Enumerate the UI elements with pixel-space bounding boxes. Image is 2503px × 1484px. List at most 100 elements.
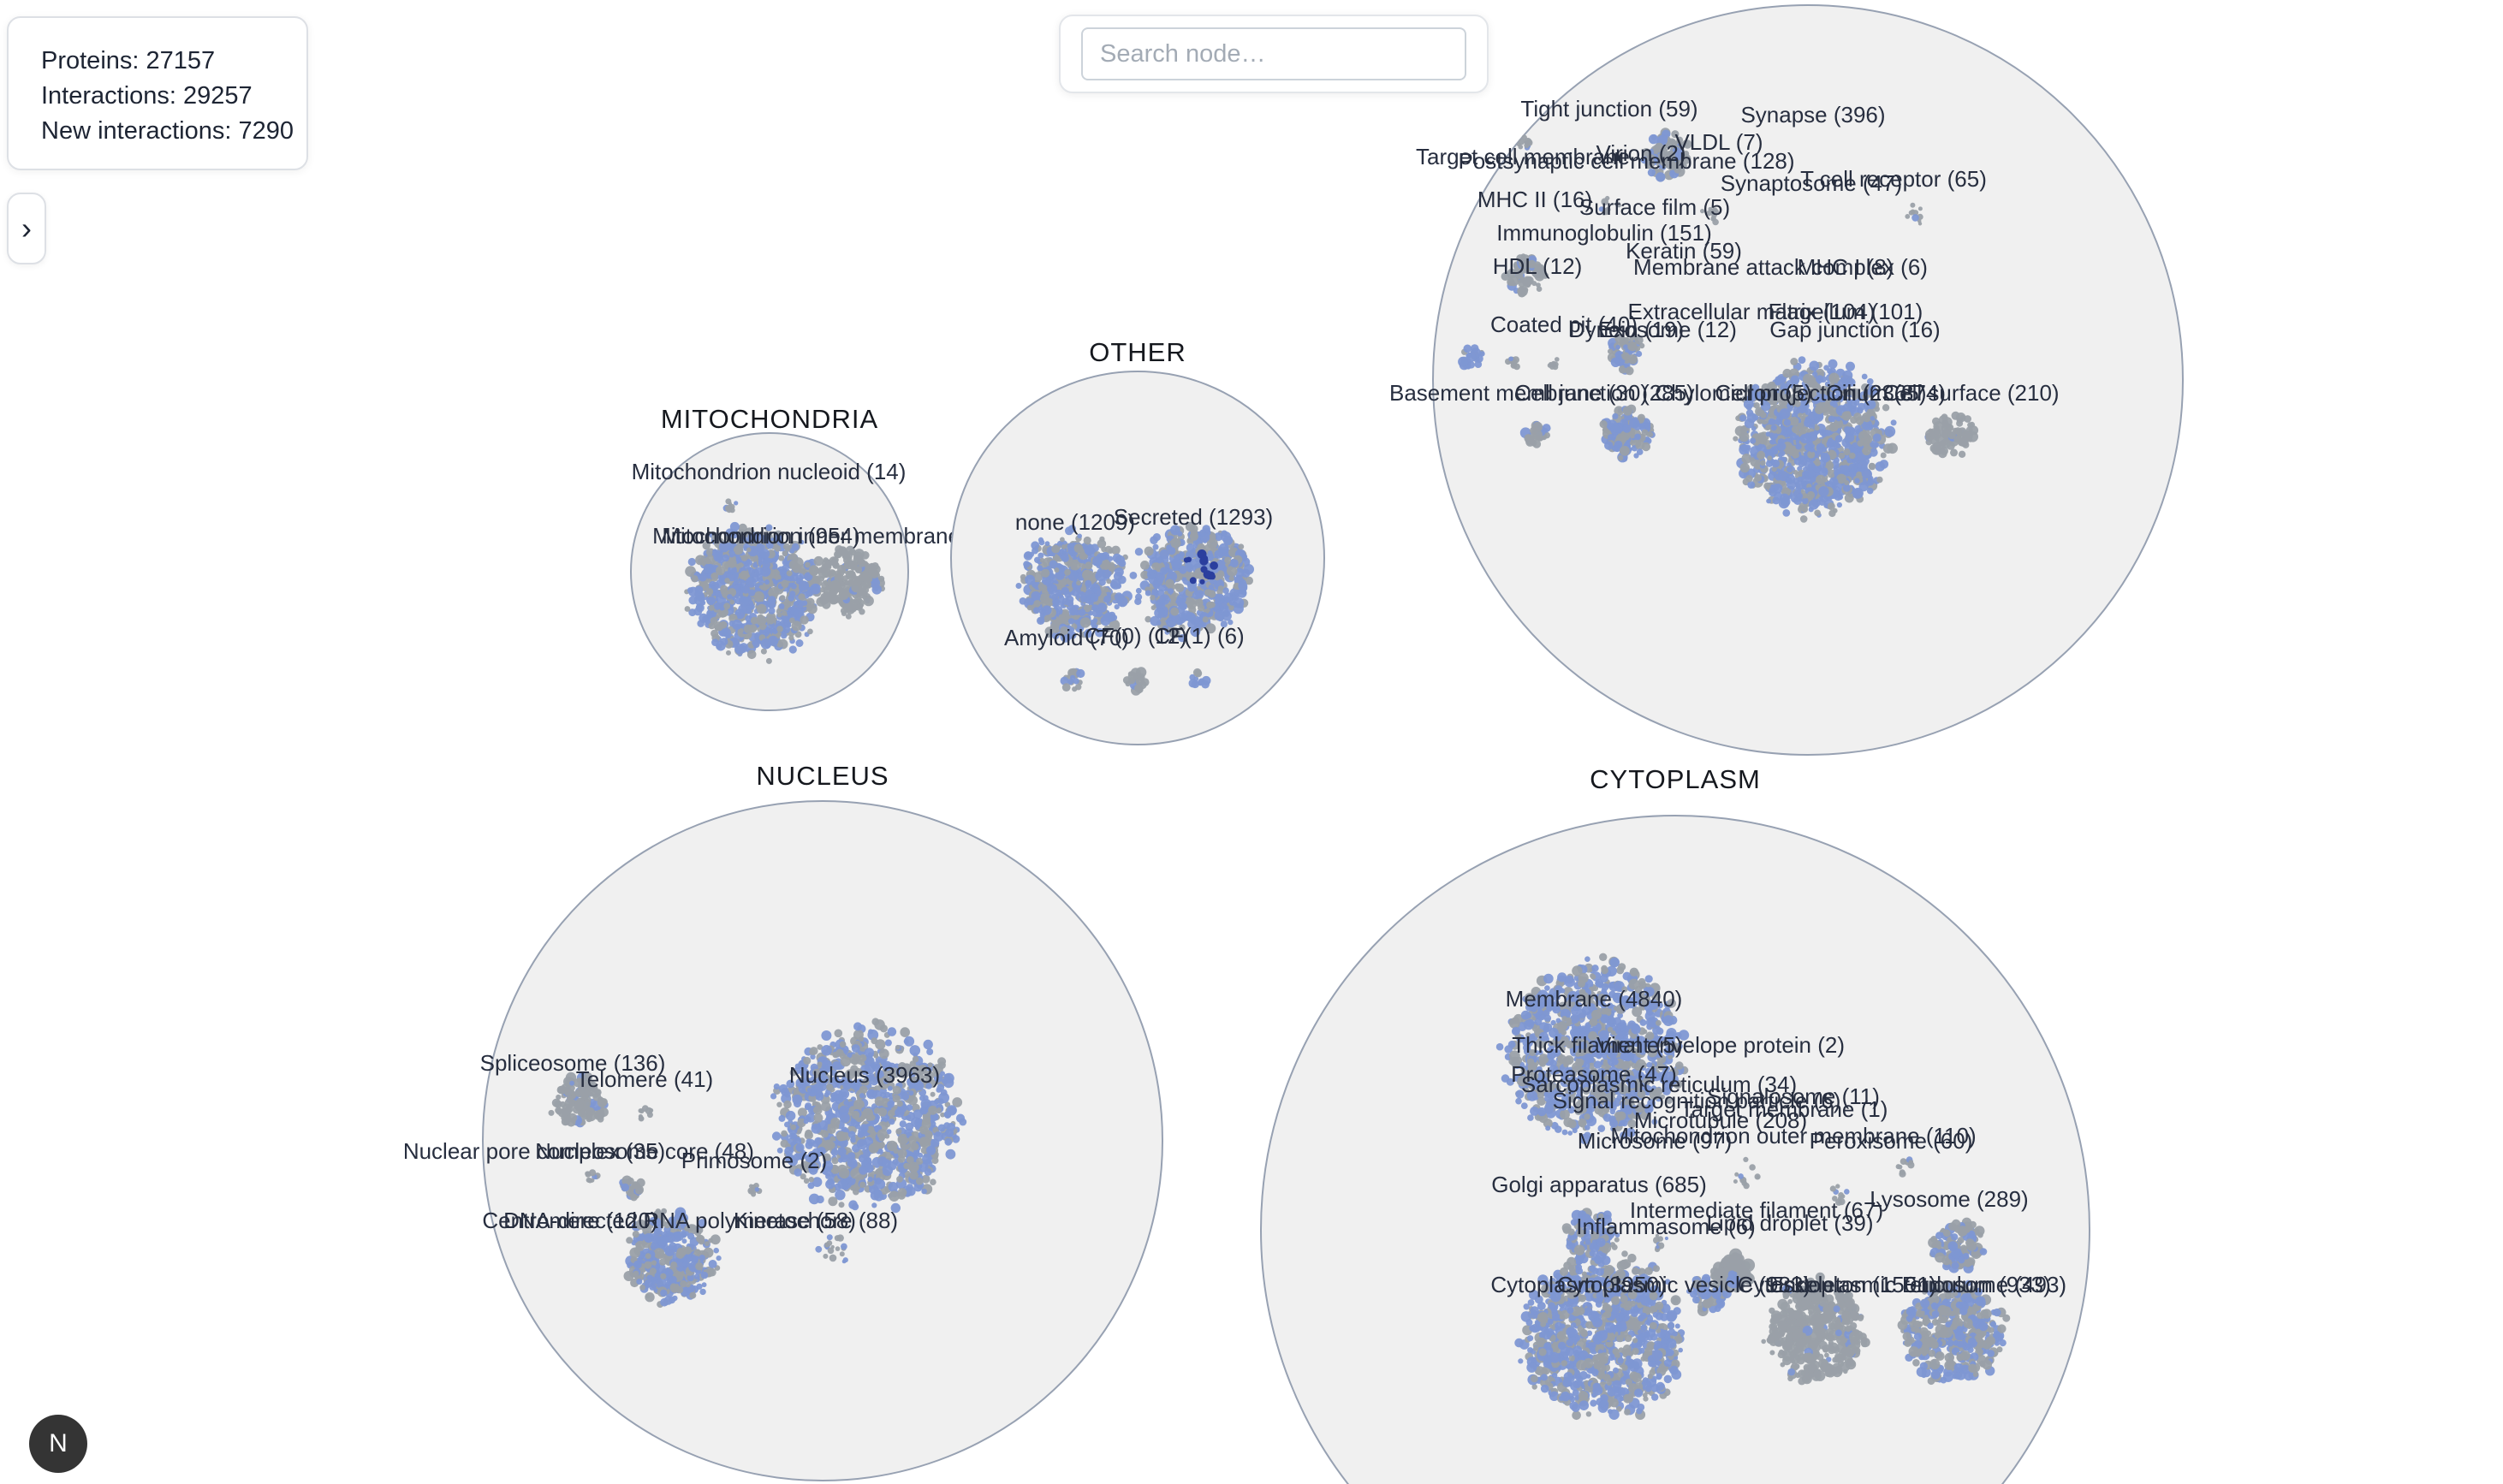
cluster-label: Spliceosome (136): [480, 1050, 666, 1076]
node-cluster[interactable]: [1188, 668, 1211, 689]
node-cluster[interactable]: [1897, 1279, 2011, 1386]
logo-letter: N: [49, 1429, 68, 1457]
sidebar-expand-button[interactable]: ›: [7, 193, 46, 264]
cluster-label: Viral envelope protein (2): [1596, 1032, 1845, 1058]
cluster-label: Lysosome (289): [1870, 1186, 2028, 1212]
node-cluster[interactable]: [1607, 333, 1645, 376]
node-cluster[interactable]: [1640, 128, 1692, 182]
node-cluster[interactable]: [1060, 668, 1085, 692]
cluster-label: Signalosome (11): [1707, 1083, 1880, 1109]
cluster-label: Intermediate filament (67): [1630, 1197, 1883, 1223]
node-cluster[interactable]: [815, 1234, 848, 1264]
cluster-label: Endoplasmic reticulum (933): [1769, 1272, 2050, 1297]
node-cluster[interactable]: [1733, 356, 1898, 523]
logo-button[interactable]: N: [29, 1415, 87, 1473]
cluster-label: Nucleus (3963): [789, 1062, 940, 1088]
compartment-title: OTHER: [1089, 337, 1186, 367]
node-cluster[interactable]: [1709, 1248, 1756, 1293]
cluster-label: CF(0) (12): [1085, 623, 1187, 649]
cluster-label: Basement membrane (30): [1389, 380, 1648, 406]
node-cluster[interactable]: [1733, 1156, 1761, 1190]
cluster-label: Signal recognition particle (6): [1553, 1088, 1841, 1113]
cluster-label: Cytoplasm (3950): [1490, 1272, 1666, 1297]
cluster-label: Amyloid (70): [1004, 625, 1129, 650]
cluster-label: MHC I (8): [1798, 254, 1894, 280]
cluster-label: Cytoskeleton (1501): [1738, 1272, 1937, 1297]
cytoplasm-boundary: [1260, 815, 2090, 1484]
node-cluster[interactable]: [1598, 195, 1622, 216]
node-cluster[interactable]: [1924, 411, 1979, 459]
compartment-title: MITOCHONDRIA: [661, 404, 878, 434]
node-cluster[interactable]: [808, 545, 885, 620]
node-cluster[interactable]: [548, 1071, 609, 1128]
cluster-label: Thick filament (5): [1512, 1032, 1682, 1058]
search-container: [1059, 15, 1489, 93]
cluster-label: Cell junction (285): [1514, 380, 1694, 406]
other-boundary: [950, 371, 1325, 745]
node-cluster[interactable]: [1495, 953, 1690, 1144]
node-cluster[interactable]: [1599, 404, 1656, 463]
node-cluster[interactable]: [1653, 1233, 1668, 1253]
stats-interactions: Interactions: 29257: [41, 82, 253, 110]
cluster-label: CF(1) (6): [1154, 623, 1244, 649]
cluster-label: Target cell membrane: [1416, 144, 1630, 169]
node-cluster[interactable]: [747, 1183, 763, 1197]
node-cluster[interactable]: [1458, 344, 1485, 371]
cluster-label: Centromere (120): [482, 1208, 657, 1233]
node-cluster[interactable]: [1501, 253, 1549, 298]
node-cluster[interactable]: [1829, 1184, 1850, 1206]
compartment-title: CYTOPLASM: [1590, 764, 1761, 794]
node-cluster[interactable]: [1700, 206, 1719, 226]
cluster-label: Chylomicron (5): [1655, 380, 1812, 406]
node-cluster[interactable]: [684, 521, 822, 664]
node-cluster[interactable]: [1122, 667, 1150, 696]
cluster-label: Primosome (2): [681, 1148, 827, 1173]
cluster-label: Exosome (12): [1598, 317, 1737, 342]
cluster-label: Golgi apparatus (685): [1491, 1172, 1706, 1197]
cluster-label: HDL (12): [1493, 253, 1583, 279]
node-cluster[interactable]: [770, 1018, 967, 1214]
cluster-label: Kinetochore (88): [734, 1208, 898, 1233]
node-cluster[interactable]: [638, 1105, 654, 1122]
cluster-label: none (1209): [1015, 509, 1135, 535]
cluster-label: Lipid droplet (39): [1706, 1210, 1873, 1236]
node-cluster[interactable]: [1686, 1272, 1732, 1317]
node-cluster[interactable]: [1519, 420, 1551, 448]
node-cluster[interactable]: [1514, 1250, 1686, 1421]
compartment-membrane-extracellular: Tight junction (59) Synapse (396) Target c…: [1389, 4, 2184, 756]
cluster-label: Cell projection (2365): [1715, 380, 1926, 406]
node-cluster[interactable]: [623, 1207, 722, 1309]
stats-new-interactions: New interactions: 7290: [41, 117, 294, 145]
cluster-label: Sarcoplasmic reticulum (34): [1521, 1071, 1797, 1097]
node-cluster[interactable]: [1895, 1156, 1915, 1178]
cluster-label: Keratin (59): [1626, 238, 1742, 264]
cluster-label: Surface film (5): [1579, 194, 1730, 220]
compartment-cytoplasm: Membrane (4840) Thick filament (5)Viral e…: [1260, 764, 2090, 1484]
cluster-label: Extracellular matrix (104): [1628, 299, 1876, 324]
node-cluster[interactable]: [585, 1169, 601, 1184]
node-cluster[interactable]: [1505, 356, 1520, 371]
node-cluster[interactable]: [1761, 1272, 1870, 1386]
cluster-label: Secreted (1293): [1114, 504, 1273, 530]
node-cluster[interactable]: [1905, 202, 1923, 226]
node-cluster[interactable]: [1516, 134, 1533, 151]
node-cluster[interactable]: [619, 1175, 645, 1202]
cluster-label: Tight junction (59): [1520, 96, 1697, 122]
cluster-label: Synapse (396): [1740, 102, 1885, 128]
cluster-label: Target membrane (1): [1680, 1096, 1888, 1122]
node-cluster[interactable]: [1015, 525, 1133, 643]
node-cluster[interactable]: [722, 498, 739, 513]
cluster-label: Nuclear pore complex (35): [403, 1138, 665, 1164]
cluster-label: Mitochondrion nucleoid (14): [632, 459, 907, 484]
cluster-label: Membrane (4840): [1506, 986, 1683, 1012]
node-cluster[interactable]: [1129, 521, 1255, 643]
node-cluster[interactable]: [1928, 1217, 1988, 1273]
cluster-label: Dynein (19): [1569, 317, 1684, 342]
cluster-label: Microtubule (208): [1634, 1107, 1807, 1133]
node-cluster[interactable]: [1547, 357, 1560, 371]
search-input[interactable]: [1081, 27, 1466, 80]
cluster-label: Proteasome (47): [1511, 1061, 1677, 1087]
node-cluster[interactable]: [1561, 1208, 1620, 1262]
cluster-label: MHC II (16): [1477, 187, 1592, 212]
